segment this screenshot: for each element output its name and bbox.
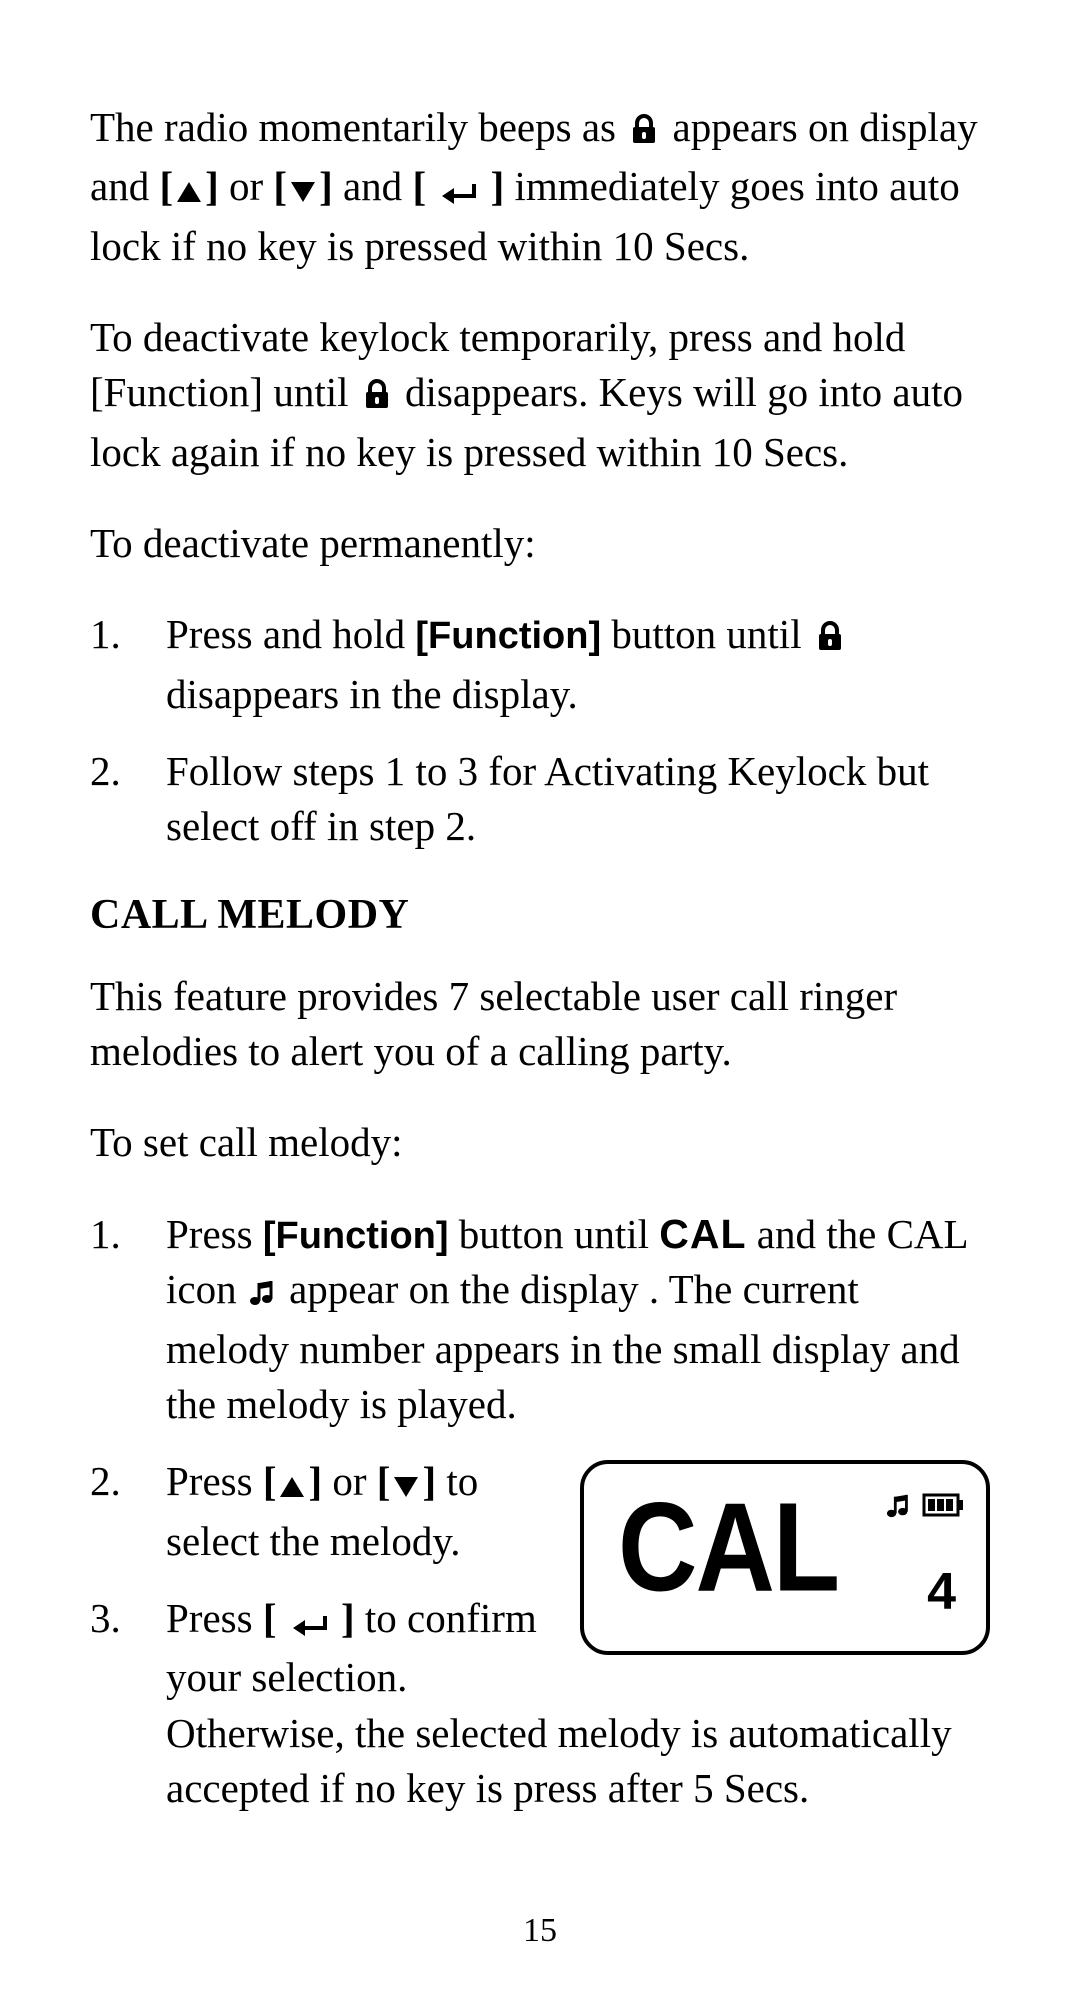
lock-icon bbox=[814, 611, 846, 666]
text: button until bbox=[459, 1211, 659, 1257]
list-item: Follow steps 1 to 3 for Activating Keylo… bbox=[90, 744, 990, 855]
text: and bbox=[343, 163, 412, 209]
list-set-call-melody: Press [Function] button until CAL and th… bbox=[90, 1207, 990, 1816]
up-button-label: [] bbox=[159, 163, 218, 209]
list-item: Press [Function] button until CAL and th… bbox=[90, 1207, 990, 1432]
text: or bbox=[332, 1458, 376, 1504]
enter-arrow-icon bbox=[289, 1595, 329, 1650]
paragraph-deactivate-perm-intro: To deactivate permanently: bbox=[90, 516, 990, 571]
triangle-up-icon bbox=[175, 163, 203, 218]
text: or bbox=[229, 163, 273, 209]
triangle-down-icon bbox=[392, 1458, 420, 1513]
enter-button-label: [ ] bbox=[412, 163, 504, 209]
list-item: CAL 4 Press [] or [] to select the melod… bbox=[90, 1454, 990, 1569]
text: disappears in the display. bbox=[166, 671, 578, 717]
triangle-up-icon bbox=[278, 1458, 306, 1513]
lock-icon bbox=[628, 104, 660, 159]
text: appear on the display . The current melo… bbox=[166, 1266, 960, 1427]
lock-icon bbox=[361, 369, 393, 424]
page-number: 15 bbox=[90, 1912, 990, 1950]
section-title-call-melody: CALL MELODY bbox=[90, 891, 990, 939]
enter-button-label: [ ] bbox=[263, 1595, 355, 1641]
enter-arrow-icon bbox=[438, 163, 478, 218]
paragraph-auto-lock: The radio momentarily beeps as appears o… bbox=[90, 100, 990, 274]
text: Press bbox=[166, 1211, 263, 1257]
triangle-down-icon bbox=[289, 163, 317, 218]
paragraph-deactivate-temp: To deactivate keylock temporarily, press… bbox=[90, 310, 990, 480]
cal-inline-text: CAL bbox=[659, 1211, 746, 1257]
text: Press bbox=[166, 1458, 263, 1504]
lcd-status-icons bbox=[886, 1478, 964, 1533]
battery-icon bbox=[922, 1478, 964, 1533]
music-note-icon bbox=[886, 1478, 912, 1533]
paragraph-set-call-melody: To set call melody: bbox=[90, 1115, 990, 1170]
text: button until bbox=[611, 611, 811, 657]
up-button-label: [] bbox=[263, 1458, 322, 1504]
function-button-label: [Function] bbox=[263, 1215, 449, 1257]
down-button-label: [] bbox=[273, 163, 332, 209]
down-button-label: [] bbox=[377, 1458, 436, 1504]
text: The radio momentarily beeps as bbox=[90, 104, 626, 150]
list-item: Press [ ] to confirm your selection. Oth… bbox=[90, 1591, 990, 1816]
paragraph-call-melody-desc: This feature provides 7 selectable user … bbox=[90, 969, 990, 1080]
function-button-label: [Function] bbox=[415, 615, 601, 657]
list-deactivate-permanently: Press and hold [Function] button until d… bbox=[90, 607, 990, 854]
text: Press bbox=[166, 1595, 263, 1641]
list-item: Press and hold [Function] button until d… bbox=[90, 607, 990, 722]
text: Press and hold bbox=[166, 611, 415, 657]
music-note-icon bbox=[249, 1266, 277, 1321]
text: immediately goes into auto lock if no ke… bbox=[90, 163, 960, 268]
